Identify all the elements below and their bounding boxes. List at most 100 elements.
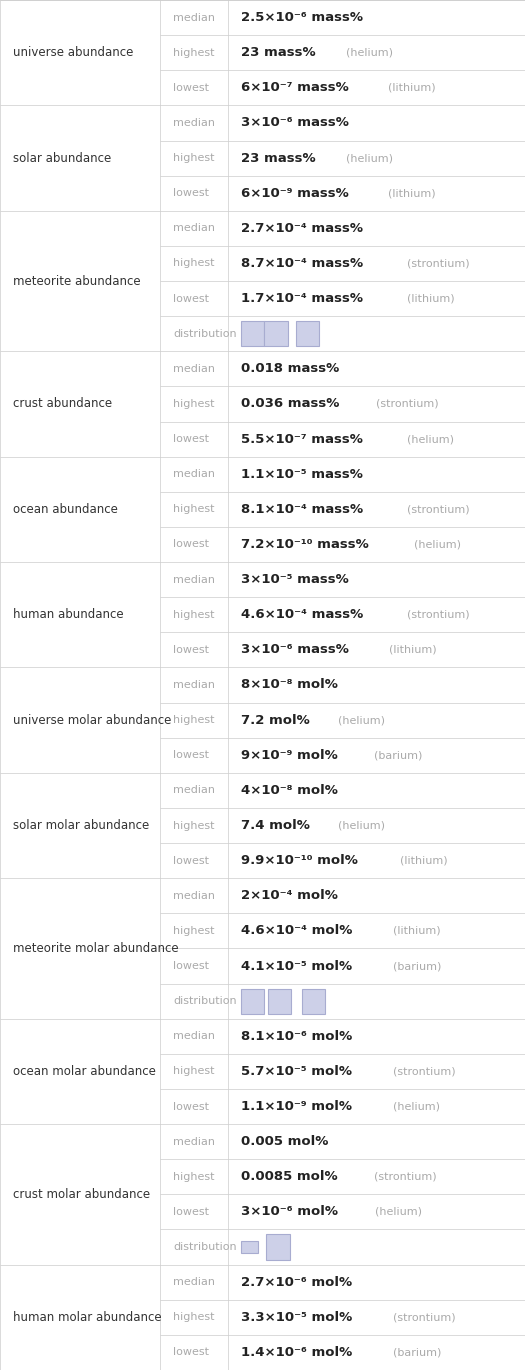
Text: (strontium): (strontium) [407, 504, 469, 514]
Text: median: median [173, 1032, 215, 1041]
Text: 4.6×10⁻⁴ mol%: 4.6×10⁻⁴ mol% [242, 925, 353, 937]
Text: 1.1×10⁻⁵ mass%: 1.1×10⁻⁵ mass% [242, 467, 363, 481]
Text: 3×10⁻⁶ mol%: 3×10⁻⁶ mol% [242, 1206, 339, 1218]
Text: 8×10⁻⁸ mol%: 8×10⁻⁸ mol% [242, 678, 338, 692]
Text: median: median [173, 574, 215, 585]
Text: human molar abundance: human molar abundance [13, 1311, 162, 1323]
Text: lowest: lowest [173, 82, 209, 93]
Text: highest: highest [173, 1171, 215, 1182]
Text: median: median [173, 118, 215, 127]
Text: lowest: lowest [173, 188, 209, 199]
Text: (lithium): (lithium) [393, 926, 440, 936]
Text: (strontium): (strontium) [393, 1312, 456, 1322]
Text: 7.2×10⁻¹⁰ mass%: 7.2×10⁻¹⁰ mass% [242, 538, 369, 551]
Text: 3.3×10⁻⁵ mol%: 3.3×10⁻⁵ mol% [242, 1311, 353, 1323]
Text: 4×10⁻⁸ mol%: 4×10⁻⁸ mol% [242, 784, 338, 797]
Bar [266, 1234, 290, 1259]
Text: 23 mass%: 23 mass% [242, 47, 316, 59]
Text: 3×10⁻⁶ mass%: 3×10⁻⁶ mass% [242, 644, 349, 656]
Text: crust molar abundance: crust molar abundance [13, 1188, 150, 1201]
Text: highest: highest [173, 821, 215, 830]
Text: median: median [173, 1137, 215, 1147]
Text: distribution: distribution [173, 1243, 237, 1252]
Text: human abundance: human abundance [13, 608, 123, 621]
Text: ocean abundance: ocean abundance [13, 503, 118, 516]
Text: solar abundance: solar abundance [13, 152, 111, 164]
Text: 2.7×10⁻⁴ mass%: 2.7×10⁻⁴ mass% [242, 222, 363, 234]
Text: highest: highest [173, 504, 215, 514]
Text: lowest: lowest [173, 1101, 209, 1111]
Text: median: median [173, 470, 215, 479]
Text: solar molar abundance: solar molar abundance [13, 819, 149, 832]
Text: lowest: lowest [173, 434, 209, 444]
Text: 8.1×10⁻⁴ mass%: 8.1×10⁻⁴ mass% [242, 503, 363, 516]
Text: universe molar abundance: universe molar abundance [13, 714, 171, 726]
Text: 8.7×10⁻⁴ mass%: 8.7×10⁻⁴ mass% [242, 258, 363, 270]
Text: distribution: distribution [173, 329, 237, 338]
Bar [242, 321, 265, 347]
Text: ocean molar abundance: ocean molar abundance [13, 1064, 156, 1078]
Text: median: median [173, 785, 215, 796]
Text: lowest: lowest [173, 751, 209, 760]
Text: (strontium): (strontium) [407, 259, 469, 269]
Text: (strontium): (strontium) [393, 1066, 455, 1077]
Text: highest: highest [173, 715, 215, 725]
Text: universe abundance: universe abundance [13, 47, 133, 59]
Text: (lithium): (lithium) [388, 82, 436, 93]
Text: meteorite abundance: meteorite abundance [13, 274, 141, 288]
Bar [242, 989, 265, 1014]
Text: meteorite molar abundance: meteorite molar abundance [13, 943, 178, 955]
Text: 8.1×10⁻⁶ mol%: 8.1×10⁻⁶ mol% [242, 1030, 353, 1043]
Text: highest: highest [173, 1312, 215, 1322]
Text: 3×10⁻⁶ mass%: 3×10⁻⁶ mass% [242, 116, 349, 129]
Text: 6×10⁻⁹ mass%: 6×10⁻⁹ mass% [242, 186, 349, 200]
Text: 23 mass%: 23 mass% [242, 152, 316, 164]
Text: median: median [173, 364, 215, 374]
Text: (helium): (helium) [393, 1101, 439, 1111]
Text: 2.7×10⁻⁶ mol%: 2.7×10⁻⁶ mol% [242, 1275, 352, 1289]
Text: (helium): (helium) [338, 821, 385, 830]
Bar [268, 989, 291, 1014]
Text: (helium): (helium) [414, 540, 461, 549]
Text: lowest: lowest [173, 293, 209, 304]
Text: 2×10⁻⁴ mol%: 2×10⁻⁴ mol% [242, 889, 338, 903]
Text: median: median [173, 890, 215, 900]
Text: 9×10⁻⁹ mol%: 9×10⁻⁹ mol% [242, 749, 338, 762]
Text: crust abundance: crust abundance [13, 397, 112, 411]
Text: highest: highest [173, 926, 215, 936]
Text: (strontium): (strontium) [407, 610, 470, 619]
Text: 0.036 mass%: 0.036 mass% [242, 397, 340, 411]
Text: lowest: lowest [173, 645, 209, 655]
Text: median: median [173, 12, 215, 22]
Text: (helium): (helium) [407, 434, 454, 444]
Text: median: median [173, 223, 215, 233]
Text: (barium): (barium) [393, 960, 441, 971]
Text: highest: highest [173, 610, 215, 619]
Text: 3×10⁻⁵ mass%: 3×10⁻⁵ mass% [242, 573, 349, 586]
Text: 0.0085 mol%: 0.0085 mol% [242, 1170, 338, 1184]
Bar [242, 1241, 258, 1254]
Text: lowest: lowest [173, 540, 209, 549]
Text: (strontium): (strontium) [376, 399, 439, 410]
Text: highest: highest [173, 153, 215, 163]
Text: median: median [173, 680, 215, 690]
Text: 1.7×10⁻⁴ mass%: 1.7×10⁻⁴ mass% [242, 292, 363, 306]
Text: (strontium): (strontium) [374, 1171, 437, 1182]
Text: 9.9×10⁻¹⁰ mol%: 9.9×10⁻¹⁰ mol% [242, 854, 358, 867]
Text: (helium): (helium) [345, 48, 393, 58]
Bar [297, 321, 320, 347]
Text: lowest: lowest [173, 856, 209, 866]
Text: 1.4×10⁻⁶ mol%: 1.4×10⁻⁶ mol% [242, 1345, 353, 1359]
Text: highest: highest [173, 1066, 215, 1077]
Text: highest: highest [173, 399, 215, 410]
Text: 7.4 mol%: 7.4 mol% [242, 819, 310, 832]
Text: lowest: lowest [173, 960, 209, 971]
Text: (lithium): (lithium) [407, 293, 455, 304]
Text: (lithium): (lithium) [388, 645, 436, 655]
Text: 6×10⁻⁷ mass%: 6×10⁻⁷ mass% [242, 81, 349, 95]
Text: 5.5×10⁻⁷ mass%: 5.5×10⁻⁷ mass% [242, 433, 363, 445]
Text: 0.018 mass%: 0.018 mass% [242, 362, 340, 375]
Text: (helium): (helium) [374, 1207, 422, 1217]
Bar [302, 989, 325, 1014]
Text: 4.1×10⁻⁵ mol%: 4.1×10⁻⁵ mol% [242, 959, 352, 973]
